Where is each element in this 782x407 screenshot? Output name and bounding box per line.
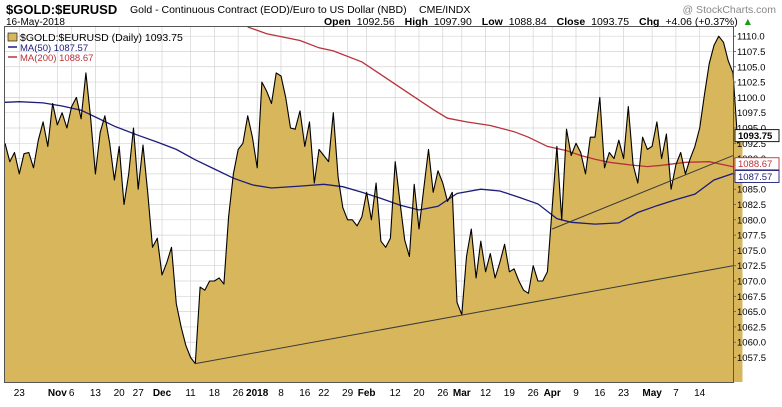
y-tick-label: 1077.5 [737, 231, 766, 242]
x-tick-label: 9 [573, 388, 579, 399]
x-tick-label: May [642, 388, 662, 399]
up-arrow-icon: ▲ [743, 16, 753, 28]
low-value: 1088.84 [509, 16, 547, 28]
x-tick-label: 29 [342, 388, 354, 399]
watermark: @ StockCharts.com [682, 4, 776, 16]
x-tick-label: 20 [114, 388, 126, 399]
y-tick-label: 1110.0 [737, 32, 765, 43]
x-tick-label: 2018 [246, 388, 269, 399]
legend-swatch-price [7, 32, 18, 42]
y-tick-label: 1075.0 [737, 246, 766, 257]
x-tick-label: Feb [358, 388, 376, 399]
x-tick-label: 27 [133, 388, 145, 399]
legend-price: $GOLD:$EURUSD (Daily) 1093.75 [20, 32, 183, 44]
ma50-line [4, 101, 734, 225]
chart-exchange: CME/INDX [419, 4, 470, 16]
trendline [195, 265, 734, 365]
ohlc-summary: Open 1092.56 High 1097.90 Low 1088.84 Cl… [324, 16, 753, 28]
x-tick-label: 12 [390, 388, 402, 399]
y-tick-label: 1060.0 [737, 338, 766, 349]
y-tick-label: 1072.5 [737, 261, 766, 272]
legend: $GOLD:$EURUSD (Daily) 1093.75 MA(50) 108… [7, 32, 183, 64]
x-tick-label: Dec [153, 388, 172, 399]
y-tick-label: 1065.0 [737, 307, 766, 318]
price-tag-label: 1087.57 [738, 172, 772, 183]
price-tags: 1093.75 1088.67 1087.57 [734, 129, 780, 183]
chart-symbol: $GOLD:$EURUSD [6, 2, 117, 17]
x-tick-label: 13 [90, 388, 102, 399]
y-tick-label: 1062.5 [737, 322, 766, 333]
y-tick-label: 1080.0 [737, 215, 766, 226]
chart-date: 16-May-2018 [6, 17, 65, 28]
x-tick-label: 16 [299, 388, 311, 399]
x-tick-label: 23 [618, 388, 630, 399]
open-label: Open [324, 16, 351, 28]
y-tick-label: 1085.0 [737, 185, 766, 196]
y-tick-label: 1057.5 [737, 353, 766, 364]
x-tick-label: Nov [48, 388, 67, 399]
y-tick-label: 1082.5 [737, 200, 766, 211]
x-tick-label: 11 [185, 388, 196, 399]
x-tick-label: 14 [694, 388, 706, 399]
x-tick-label: 18 [209, 388, 221, 399]
high-label: High [405, 16, 428, 28]
price-tag-label: 1088.67 [738, 159, 772, 170]
y-tick-label: 1102.5 [737, 78, 765, 89]
price-tag-box [734, 157, 780, 171]
price-line [4, 35, 743, 365]
y-tick-label: 1092.5 [737, 139, 766, 150]
price-tag-label: 1093.75 [738, 131, 773, 142]
x-tick-label: 26 [437, 388, 449, 399]
x-tick-label: 20 [413, 388, 425, 399]
trendlines [195, 155, 734, 365]
close-label: Close [557, 16, 586, 28]
legend-ma50: MA(50) 1087.57 [20, 43, 88, 54]
x-tick-label: Mar [453, 388, 471, 399]
price-series [4, 35, 743, 365]
price-tag-box [734, 170, 780, 183]
x-tick-label: 22 [318, 388, 330, 399]
x-tick-label: 8 [278, 388, 284, 399]
y-tick-label: 1095.0 [737, 123, 766, 134]
high-value: 1097.90 [434, 16, 472, 28]
legend-ma200: MA(200) 1088.67 [20, 53, 93, 64]
x-tick-label: 6 [69, 388, 75, 399]
price-area [5, 36, 743, 382]
y-tick-label: 1100.0 [737, 93, 765, 104]
x-tick-label: 7 [673, 388, 679, 399]
price-tag-box [734, 129, 780, 143]
y-tick-label: 1070.0 [737, 277, 766, 288]
x-tick-label: 23 [14, 388, 26, 399]
low-label: Low [482, 16, 504, 28]
ma200-line [247, 26, 734, 168]
price-area-fill [5, 36, 743, 382]
y-tick-label: 1097.5 [737, 108, 766, 119]
x-tick-label: Apr [544, 388, 561, 399]
x-tick-label: 26 [528, 388, 540, 399]
chg-label: Chg [639, 16, 659, 28]
open-value: 1092.56 [357, 16, 395, 28]
moving-averages [4, 26, 734, 225]
x-tick-label: 16 [594, 388, 606, 399]
y-tick-label: 1105.0 [737, 62, 765, 73]
chart-description: Gold - Continuous Contract (EOD)/Euro to… [130, 4, 407, 16]
chg-value: +4.06 (+0.37%) [665, 16, 737, 28]
x-tick-label: 19 [504, 388, 516, 399]
y-tick-label: 1107.5 [737, 47, 765, 58]
close-value: 1093.75 [591, 16, 629, 28]
x-tick-label: 26 [233, 388, 245, 399]
trendline [552, 155, 734, 230]
y-tick-label: 1067.5 [737, 292, 766, 303]
x-tick-label: 12 [480, 388, 492, 399]
x-axis: 23 Nov 6 13 20 27 Dec 11 18 26 2018 8 16 22 29 Feb 12 20 2… [14, 388, 706, 399]
